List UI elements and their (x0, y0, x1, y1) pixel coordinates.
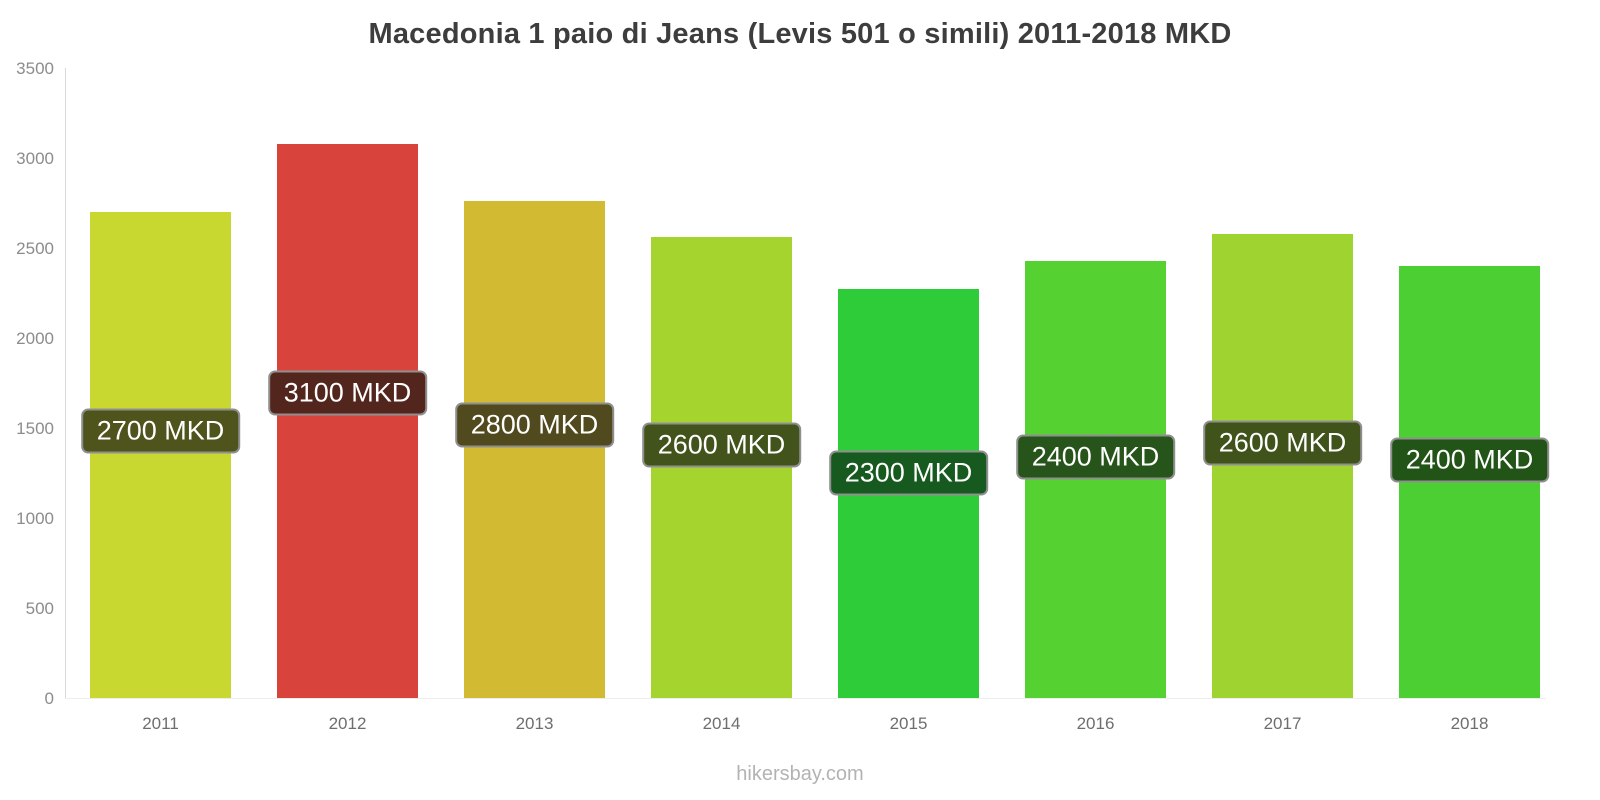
bar-value-label-2017: 2600 MKD (1202, 420, 1363, 466)
watermark-hikersbay: hikersbay.com (736, 763, 864, 785)
x-axis-tick-label-2013: 2013 (515, 714, 554, 733)
y-axis-tick-label: 2500 (16, 239, 54, 258)
bar-2012 (277, 143, 418, 698)
bar-2017 (1212, 233, 1353, 698)
y-axis-tick-label: 1500 (16, 419, 54, 438)
y-axis-tick-label: 0 (44, 689, 54, 708)
y-axis-line (65, 68, 66, 699)
x-axis-tick-label-2011: 2011 (142, 714, 179, 733)
x-axis-tick-label-2018: 2018 (1450, 714, 1489, 733)
x-axis-tick-label-2015: 2015 (889, 714, 928, 733)
bar-2014 (651, 237, 792, 698)
y-axis-tick-label: 500 (25, 599, 54, 618)
bar-2011 (90, 212, 231, 698)
y-axis-tick-label: 3500 (16, 59, 54, 78)
chart-title: Macedonia 1 paio di Jeans (Levis 501 o s… (368, 18, 1232, 50)
bar-value-label-2018: 2400 MKD (1389, 437, 1550, 483)
bar-value-label-2011: 2700 MKD (80, 408, 241, 454)
bar-value-label-2014: 2600 MKD (641, 422, 802, 468)
bar-value-label-2012: 3100 MKD (267, 370, 428, 416)
x-axis-baseline (65, 698, 1546, 699)
x-axis-tick-label-2014: 2014 (702, 714, 741, 733)
bar-value-label-2013: 2800 MKD (454, 402, 615, 448)
x-axis-tick-label-2016: 2016 (1076, 714, 1115, 733)
y-axis-tick-label: 1000 (16, 509, 54, 528)
bar-value-label-2016: 2400 MKD (1015, 434, 1176, 480)
bar-value-label-2015: 2300 MKD (828, 450, 989, 496)
y-axis-tick-label: 3000 (16, 149, 54, 168)
x-axis-tick-label-2012: 2012 (328, 714, 367, 733)
y-axis-tick-label: 2000 (16, 329, 54, 348)
x-axis-tick-label-2017: 2017 (1263, 714, 1302, 733)
bar-2013 (464, 201, 605, 698)
